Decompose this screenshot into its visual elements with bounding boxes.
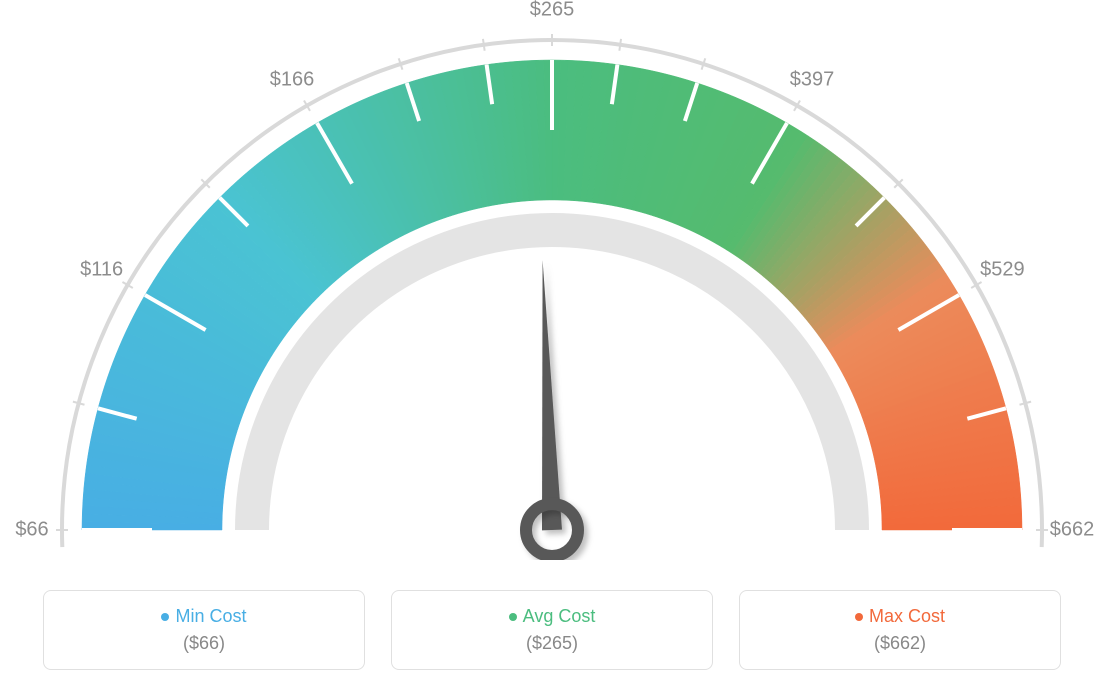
legend-avg-value: ($265) (526, 633, 578, 654)
legend-min-label: Min Cost (161, 606, 246, 627)
dot-icon (855, 613, 863, 621)
dot-icon (161, 613, 169, 621)
legend-min-value: ($66) (183, 633, 225, 654)
gauge-tick-label: $397 (790, 68, 835, 91)
legend-max-label: Max Cost (855, 606, 945, 627)
legend-max-text: Max Cost (869, 606, 945, 627)
gauge-chart-container: $66 $116 $166 $265 $397 $529 $662 Min Cost ($6… (0, 0, 1104, 690)
gauge-tick-label: $116 (80, 259, 123, 282)
gauge-tick-label: $66 (15, 519, 48, 542)
gauge-tick-label: $166 (270, 68, 315, 91)
dot-icon (509, 613, 517, 621)
legend-max-cost: Max Cost ($662) (739, 590, 1061, 670)
gauge-tick-label: $529 (980, 259, 1025, 282)
gauge-tick-label: $265 (530, 0, 575, 22)
legend-max-value: ($662) (874, 633, 926, 654)
legend-row: Min Cost ($66) Avg Cost ($265) Max Cost … (0, 590, 1104, 670)
legend-avg-text: Avg Cost (523, 606, 596, 627)
legend-min-text: Min Cost (175, 606, 246, 627)
gauge-svg (0, 0, 1104, 560)
gauge-tick-label: $662 (1050, 519, 1095, 542)
legend-min-cost: Min Cost ($66) (43, 590, 365, 670)
gauge-area: $66 $116 $166 $265 $397 $529 $662 (0, 0, 1104, 560)
legend-avg-label: Avg Cost (509, 606, 596, 627)
legend-avg-cost: Avg Cost ($265) (391, 590, 713, 670)
